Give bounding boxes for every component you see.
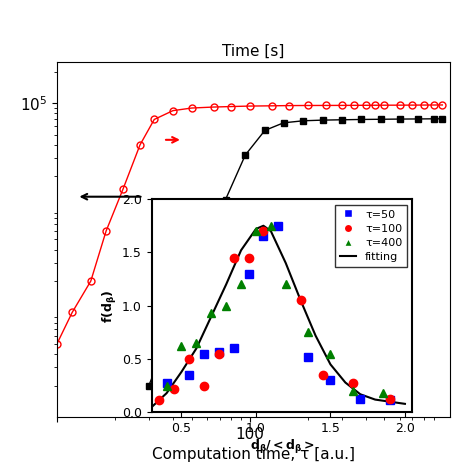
Legend: τ=50, τ=100, τ=400, fitting: τ=50, τ=100, τ=400, fitting bbox=[335, 205, 407, 267]
Y-axis label: $\mathbf{f(d_{\beta})}$: $\mathbf{f(d_{\beta})}$ bbox=[101, 289, 119, 322]
X-axis label: Computation time, τ [a.u.]: Computation time, τ [a.u.] bbox=[152, 447, 355, 463]
X-axis label: $\mathbf{d_{\beta}/<d_{\beta}>}$: $\mathbf{d_{\beta}/<d_{\beta}>}$ bbox=[250, 438, 314, 456]
Title: Time [s]: Time [s] bbox=[222, 44, 285, 59]
